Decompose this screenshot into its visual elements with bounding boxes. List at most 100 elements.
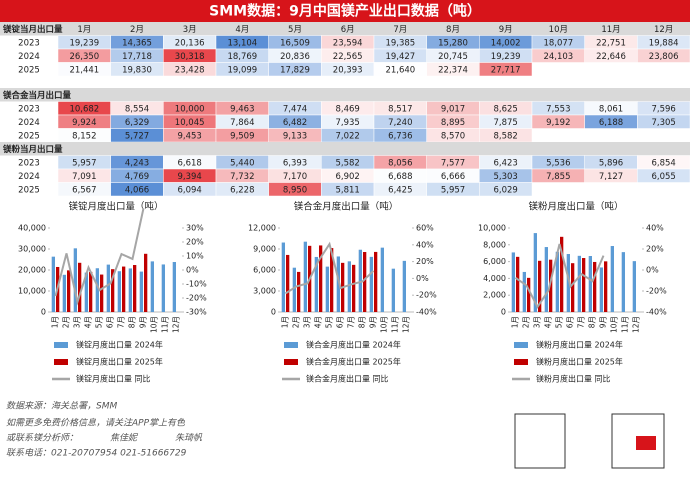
cell-value: 9,453 bbox=[177, 131, 201, 141]
x-tick-label: 6月 bbox=[566, 316, 575, 328]
x-tick-label: 7月 bbox=[347, 316, 356, 328]
qr-logo bbox=[636, 436, 656, 450]
cell-value: 6,329 bbox=[125, 118, 149, 128]
table-label: 镁锭当月出口量 bbox=[3, 24, 63, 35]
cell-value: 7,240 bbox=[388, 118, 412, 128]
cell-value: 19,884 bbox=[649, 38, 679, 48]
cell-value: 8,950 bbox=[283, 185, 307, 195]
y-tick-label: 9,000 bbox=[253, 245, 276, 254]
cell-value: 16,509 bbox=[280, 38, 310, 48]
bar bbox=[593, 261, 597, 312]
table-label: 镁合金当月出口量 bbox=[3, 90, 72, 101]
bar bbox=[599, 267, 603, 312]
x-tick-label: 9月 bbox=[139, 316, 148, 328]
x-tick-label: 3月 bbox=[73, 316, 82, 328]
x-tick-label: 2月 bbox=[292, 316, 301, 328]
bar bbox=[391, 268, 395, 312]
y2-tick-label: -10% bbox=[186, 280, 207, 289]
title: SMM数据：9月中国镁产业出口数据（吨） bbox=[209, 3, 481, 20]
qr-code bbox=[514, 413, 566, 469]
x-tick-label: 12月 bbox=[402, 316, 411, 333]
x-tick-label: 7月 bbox=[577, 316, 586, 328]
cell-value: 23,428 bbox=[175, 65, 205, 75]
bar bbox=[402, 260, 406, 312]
x-tick-label: 2月 bbox=[522, 316, 531, 328]
cell-value: 21,640 bbox=[385, 65, 415, 75]
cell-value: 20,393 bbox=[333, 65, 363, 75]
bar bbox=[106, 264, 110, 312]
cell-value: 6,902 bbox=[335, 172, 359, 182]
bar bbox=[511, 252, 515, 312]
cell-value: 22,751 bbox=[596, 38, 626, 48]
y-tick-label: 8,000 bbox=[483, 240, 506, 249]
x-tick-label: 5月 bbox=[555, 316, 564, 328]
y-tick-label: 6,000 bbox=[483, 257, 506, 266]
cell-value: 8,625 bbox=[493, 104, 517, 114]
cell-value: 6,666 bbox=[441, 172, 465, 182]
x-tick-label: 10月 bbox=[380, 316, 389, 333]
cell-value: 23,806 bbox=[649, 52, 679, 62]
bar bbox=[150, 261, 154, 312]
y-tick-label: 10,000 bbox=[18, 287, 46, 296]
cell-value: 19,099 bbox=[227, 65, 257, 75]
month-header: 10月 bbox=[549, 25, 568, 35]
x-tick-label: 4月 bbox=[314, 316, 323, 328]
y2-tick-label: 20% bbox=[186, 238, 204, 247]
y2-tick-label: 0% bbox=[186, 266, 199, 275]
cell-value: 7,553 bbox=[546, 104, 570, 114]
cell-value: 22,565 bbox=[333, 52, 363, 62]
bar bbox=[571, 263, 575, 312]
cell-value: 4,243 bbox=[125, 158, 149, 168]
y2-tick-label: 0% bbox=[416, 274, 429, 283]
y-tick-label: 0 bbox=[41, 308, 46, 317]
bar bbox=[632, 261, 636, 312]
legend-swatch bbox=[284, 342, 298, 348]
heat-cell bbox=[479, 62, 533, 77]
bar bbox=[577, 255, 581, 312]
cell-value: 6,029 bbox=[493, 185, 517, 195]
x-tick-label: 10月 bbox=[150, 316, 159, 333]
yoy-line bbox=[284, 241, 375, 295]
bar bbox=[297, 271, 301, 312]
bar bbox=[621, 252, 625, 312]
y-tick-label: 10,000 bbox=[478, 224, 506, 233]
cell-value: 21,441 bbox=[69, 65, 99, 75]
x-tick-label: 5月 bbox=[325, 316, 334, 328]
cell-value: 9,924 bbox=[72, 118, 96, 128]
table-header-bg bbox=[0, 88, 690, 102]
row-year: 2023 bbox=[18, 104, 40, 114]
y-tick-label: 20,000 bbox=[18, 266, 46, 275]
y-tick-label: 0 bbox=[271, 308, 276, 317]
bar bbox=[139, 271, 143, 312]
y2-tick-label: 60% bbox=[416, 224, 434, 233]
cell-value: 20,836 bbox=[280, 52, 310, 62]
footer-phone: 联系电话：021-20707954 021-51666729 bbox=[6, 448, 187, 459]
x-tick-label: 6月 bbox=[106, 316, 115, 328]
bar bbox=[51, 256, 55, 312]
cell-value: 7,935 bbox=[335, 118, 359, 128]
chart-title: 镁锭月度出口量（吨） bbox=[68, 201, 163, 213]
x-tick-label: 2月 bbox=[62, 316, 71, 328]
legend-swatch bbox=[514, 359, 528, 365]
cell-value: 26,350 bbox=[69, 52, 99, 62]
yoy-line bbox=[514, 243, 605, 309]
x-tick-label: 4月 bbox=[84, 316, 93, 328]
cell-value: 19,239 bbox=[69, 38, 99, 48]
x-tick-label: 3月 bbox=[303, 316, 312, 328]
bar bbox=[330, 248, 334, 312]
cell-value: 8,056 bbox=[388, 158, 412, 168]
cell-value: 7,305 bbox=[651, 118, 675, 128]
chart-title: 镁合金月度出口量（吨） bbox=[294, 201, 399, 213]
bar bbox=[380, 247, 384, 312]
bar bbox=[533, 233, 537, 312]
title-bar bbox=[0, 0, 690, 22]
y2-tick-label: 20% bbox=[416, 257, 434, 266]
bar bbox=[527, 277, 531, 312]
x-tick-label: 11月 bbox=[161, 316, 170, 333]
cell-value: 19,239 bbox=[491, 52, 521, 62]
bar bbox=[604, 261, 608, 312]
cell-value: 24,103 bbox=[543, 52, 573, 62]
x-tick-label: 5月 bbox=[95, 316, 104, 328]
y2-tick-label: 20% bbox=[646, 245, 664, 254]
